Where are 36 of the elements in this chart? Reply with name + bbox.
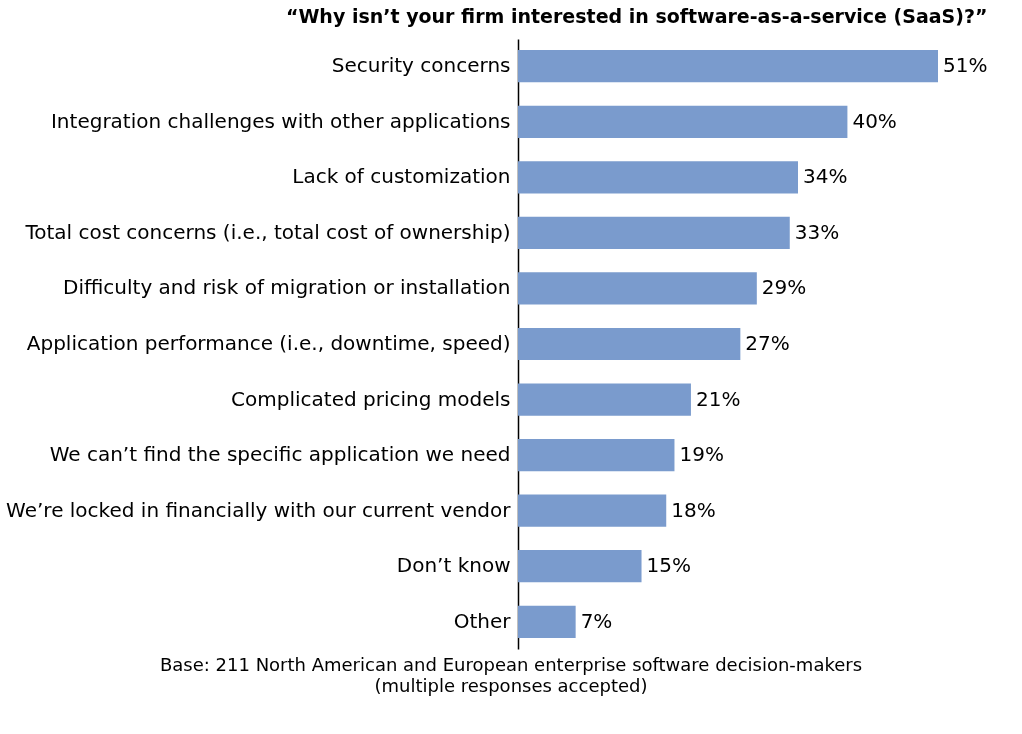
data-label: 40% xyxy=(852,108,897,133)
chart-title: “Why isn’t your firm interested in software-as-a-service (SaaS)?” xyxy=(285,5,988,27)
text: Base: 211 North American and European enterprise software decision-makers xyxy=(158,654,864,675)
data-label: 21% xyxy=(695,386,741,411)
bar xyxy=(518,161,798,194)
data-label: 34% xyxy=(803,164,848,189)
y-tick-label: Application performance (i.e., downtime, speed) xyxy=(26,331,511,355)
y-tick-label: Total cost concerns (i.e., total cost of ownership) xyxy=(24,219,511,244)
bar xyxy=(518,439,675,472)
y-tick-label: Integration challenges with other applications xyxy=(50,108,511,133)
data-label: 29% xyxy=(761,275,807,300)
text: (multiple responses accepted) xyxy=(373,675,649,696)
y-tick-label: We can’t find the specific application we need xyxy=(49,442,511,467)
bar xyxy=(518,216,790,249)
bar xyxy=(518,50,938,83)
data-label: 7% xyxy=(580,608,613,633)
bar xyxy=(518,327,741,361)
data-label: 19% xyxy=(679,442,724,467)
data-label: 15% xyxy=(646,553,691,578)
data-label: 33% xyxy=(794,219,840,244)
data-label: 27% xyxy=(745,331,790,355)
y-tick-label: Don’t know xyxy=(396,553,511,578)
y-tick-label: Lack of customization xyxy=(292,164,511,189)
bar xyxy=(518,605,576,638)
data-label: 51% xyxy=(943,53,988,78)
y-tick-label: Complicated pricing models xyxy=(231,386,511,411)
bar xyxy=(518,272,757,305)
bar xyxy=(518,494,667,527)
y-tick-label: Security concerns xyxy=(331,53,511,78)
y-tick-label: Other xyxy=(453,608,512,633)
bar xyxy=(518,383,691,416)
bar xyxy=(518,550,642,583)
data-label: 18% xyxy=(671,497,716,522)
bar xyxy=(518,105,848,138)
y-tick-label: Difficulty and risk of migration or installation xyxy=(63,275,511,300)
y-tick-label: We’re locked in financially with our current vendor xyxy=(6,497,512,522)
